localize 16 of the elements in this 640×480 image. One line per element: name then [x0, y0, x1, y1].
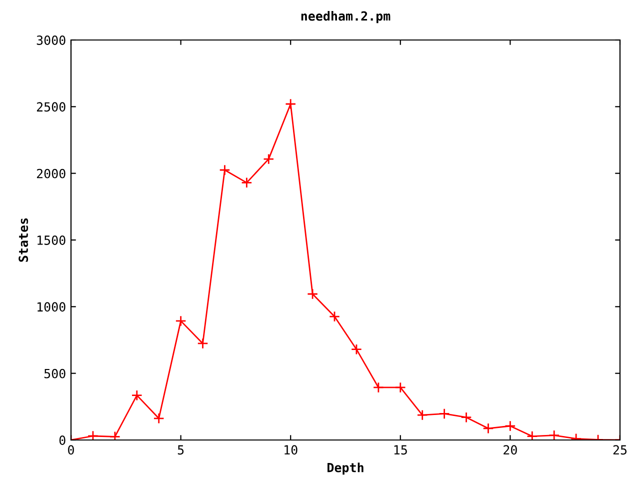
y-tick-label: 0 [59, 436, 66, 445]
x-tick-label: 0 [68, 445, 74, 455]
x-tick-label: 15 [394, 445, 407, 455]
x-axis-title: Depth [328, 462, 364, 475]
y-tick-label: 1500 [38, 236, 66, 245]
y-tick-label: 2500 [36, 102, 66, 112]
y-tick-label: 1000 [38, 302, 66, 312]
y-axis-title: States [18, 218, 28, 262]
y-tick-label: 500 [44, 368, 66, 378]
x-tick-label: 25 [613, 445, 627, 455]
chart-title: needham.2.pm [301, 11, 390, 24]
x-tick-label: 20 [504, 445, 517, 455]
x-tick-label: 5 [178, 445, 184, 455]
x-tick-label: 10 [284, 445, 298, 455]
y-tick-label: 2000 [36, 168, 66, 178]
y-tick-label: 3000 [36, 36, 66, 45]
